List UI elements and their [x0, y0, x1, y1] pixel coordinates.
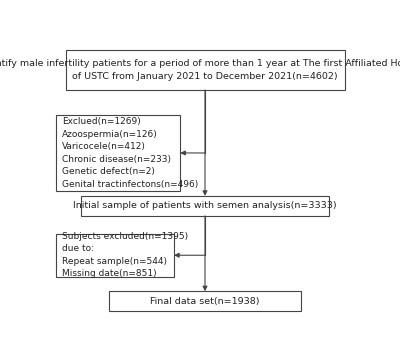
Bar — [109, 291, 301, 311]
Text: Identify male infertility patients for a period of more than 1 year at The first: Identify male infertility patients for a… — [0, 59, 400, 81]
Bar — [56, 234, 174, 277]
Text: Initial sample of patients with semen analysis(n=3333): Initial sample of patients with semen an… — [73, 201, 337, 210]
Bar — [81, 196, 329, 216]
Bar — [66, 50, 344, 90]
Text: Exclued(n=1269)
Azoospermia(n=126)
Varicocele(n=412)
Chronic disease(n=233)
Gene: Exclued(n=1269) Azoospermia(n=126) Varic… — [62, 117, 198, 189]
Text: Final data set(n=1938): Final data set(n=1938) — [150, 297, 260, 306]
Bar — [56, 115, 180, 191]
Text: Subjects excluded(n=1395)
due to:
Repeat sample(n=544)
Missing date(n=851): Subjects excluded(n=1395) due to: Repeat… — [62, 232, 188, 279]
